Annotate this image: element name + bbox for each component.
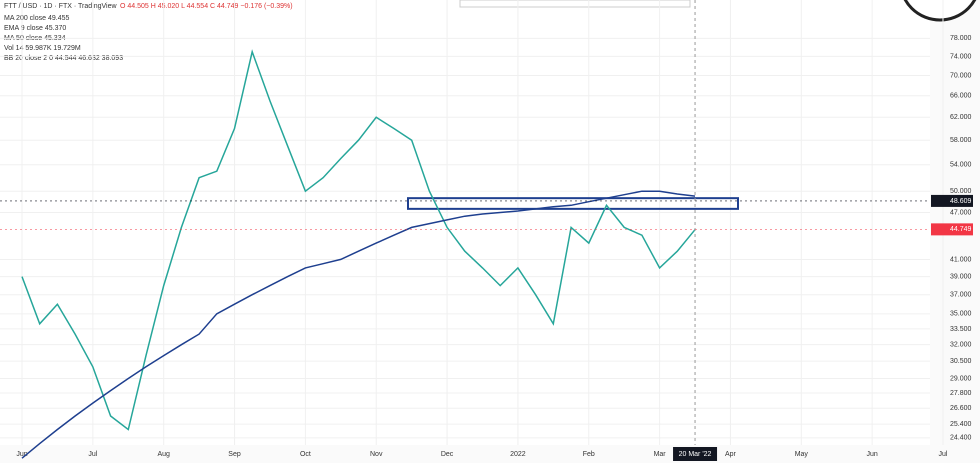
y-tick-label: 35.000 (950, 311, 972, 318)
y-tick-label: 58.000 (950, 137, 972, 144)
x-tick-label: Feb (583, 451, 595, 458)
y-tick-label: 39.000 (950, 273, 972, 280)
x-tick-label: Nov (370, 451, 383, 458)
series-line (21, 190, 696, 459)
y-tick-label: 37.000 (950, 292, 972, 299)
x-tick-label: Jul (88, 451, 97, 458)
cursor-date-bg (673, 447, 718, 461)
y-tick-label: 70.000 (950, 72, 972, 79)
x-tick-label: Apr (725, 451, 737, 458)
y-tick-label: 66.000 (950, 93, 972, 100)
series-line (21, 49, 696, 431)
x-tick-label: Sep (228, 451, 241, 458)
y-tick-label: 74.000 (950, 53, 972, 60)
y-tick-label: 54.000 (950, 162, 972, 169)
x-tick-label: May (795, 451, 809, 458)
ohlc: O 44.505 H 45.020 L 44.554 C 44.749 −0.1… (120, 3, 293, 10)
x-tick-label: Oct (300, 451, 311, 458)
x-tick-label: Jul (939, 451, 948, 458)
y-tick-label: 26.600 (950, 405, 972, 412)
price-label-bg (931, 194, 973, 207)
logo (903, 0, 977, 22)
y-tick-label: 50.000 (950, 188, 972, 195)
price-label-bg (931, 223, 973, 236)
y-tick-label: 33.500 (950, 326, 972, 333)
y-tick-label: 25.400 (950, 421, 972, 428)
x-tick-label: Jun (867, 451, 878, 458)
indicator-legend: EMA 9 close 45.370 (4, 25, 66, 32)
zone (407, 197, 739, 210)
y-tick-label: 41.000 (950, 256, 972, 263)
cursor-date: 20 Mar '22 (679, 451, 712, 458)
x-tick-label: Jun (16, 451, 27, 458)
indicator-legend: MA 200 close 49.455 (4, 15, 69, 22)
y-tick-label: 30.500 (950, 358, 972, 365)
y-tick-label: 27.800 (950, 390, 972, 397)
y-tick-label: 29.000 (950, 375, 972, 382)
x-tick-label: 2022 (510, 451, 526, 458)
overlay-panel (459, 0, 691, 8)
time-axis (0, 445, 980, 463)
price-label: 44.749 (950, 226, 972, 233)
x-tick-label: Dec (441, 451, 454, 458)
x-tick-label: Aug (157, 451, 170, 458)
chart-title: FTT / USD · 1D · FTX · TradingView (4, 3, 117, 10)
indicator-legend: BB 20 close 2 0 44.544 46.632 38.093 (4, 55, 123, 62)
x-tick-label: Mar (654, 451, 667, 458)
y-tick-label: 24.400 (950, 435, 972, 442)
y-tick-label: 47.000 (950, 209, 972, 216)
y-tick-label: 32.000 (950, 342, 972, 349)
indicator-legend: Vol 14 59.987K 19.729M (4, 45, 81, 52)
price-label: 48.609 (950, 198, 972, 205)
y-tick-label: 78.000 (950, 35, 972, 42)
y-tick-label: 62.000 (950, 114, 972, 121)
